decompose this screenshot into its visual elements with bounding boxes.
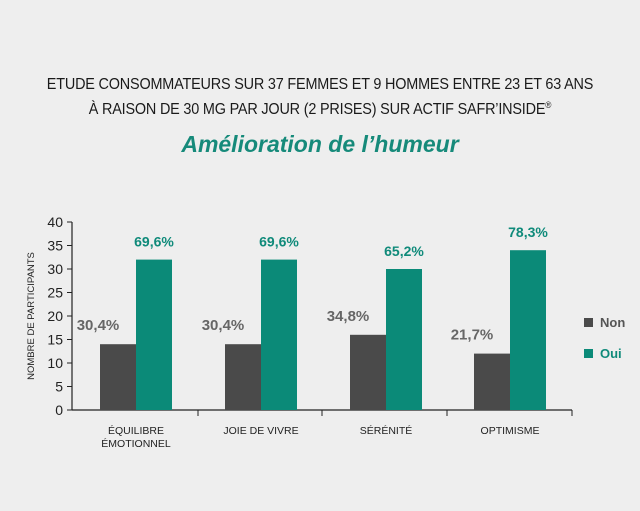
data-label-oui: 65,2% <box>384 243 424 259</box>
y-tick-label: 10 <box>47 355 63 371</box>
y-tick-label: 25 <box>47 285 63 301</box>
data-label-non: 34,8% <box>327 308 370 325</box>
header-line-2: À RAISON DE 30 MG PAR JOUR (2 PRISES) SU… <box>22 95 617 120</box>
bar-non <box>100 344 136 410</box>
y-tick-label: 15 <box>47 332 63 348</box>
bar-non <box>474 353 510 410</box>
header-line-2-text: À RAISON DE 30 MG PAR JOUR (2 PRISES) SU… <box>88 101 546 119</box>
bar-oui <box>386 269 422 410</box>
bar-non <box>225 344 261 410</box>
y-tick-label: 30 <box>47 261 63 277</box>
category-label: ÉMOTIONNEL <box>101 437 171 450</box>
y-tick-label: 35 <box>47 238 63 254</box>
category-label: JOIE DE VIVRE <box>223 425 298 437</box>
bar-non <box>350 334 386 410</box>
category-label: SÉRÉNITÉ <box>360 424 413 437</box>
bar-oui <box>136 259 172 410</box>
bar-oui <box>510 250 546 410</box>
data-label-non: 21,7% <box>451 327 494 344</box>
legend-label-non: Non <box>600 315 625 330</box>
data-label-non: 30,4% <box>202 317 245 334</box>
registered-mark: ® <box>545 100 552 110</box>
y-tick-label: 40 <box>47 214 63 230</box>
data-label-oui: 78,3% <box>508 224 548 240</box>
data-label-non: 30,4% <box>77 317 120 334</box>
category-label: OPTIMISME <box>481 425 540 437</box>
y-tick-label: 0 <box>55 402 63 418</box>
legend-swatch-oui <box>584 349 593 358</box>
bar-oui <box>261 259 297 410</box>
header-line-1: ETUDE CONSOMMATEURS SUR 37 FEMMES ET 9 H… <box>46 76 594 93</box>
y-tick-label: 20 <box>47 308 63 324</box>
legend-swatch-non <box>584 318 593 327</box>
chart-subtitle: Amélioration de l’humeur <box>181 131 459 157</box>
y-tick-label: 5 <box>55 379 63 395</box>
chart-header: ETUDE CONSOMMATEURS SUR 37 FEMMES ET 9 H… <box>0 74 640 120</box>
data-label-oui: 69,6% <box>134 234 174 250</box>
legend-label-oui: Oui <box>600 346 622 361</box>
data-label-oui: 69,6% <box>259 234 299 250</box>
category-label: ÉQUILIBRE <box>108 424 164 437</box>
y-axis-title: NOMBRE DE PARTICIPANTS <box>26 252 37 380</box>
